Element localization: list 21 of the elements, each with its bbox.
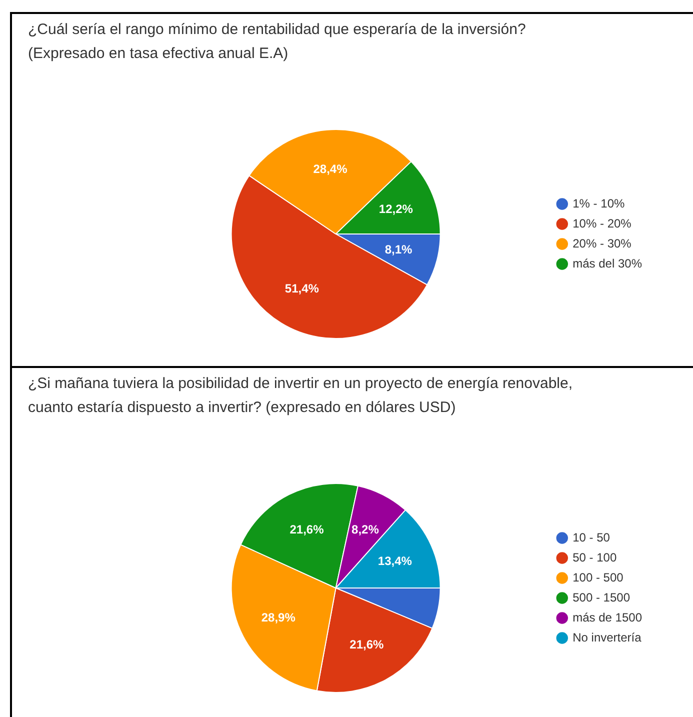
legend-label: No invertería xyxy=(572,630,642,644)
data-label: 12,2% xyxy=(378,202,414,216)
chart-title: ¿Si mañana tuviera la posibilidad de invertir en un proyecto de energía renovable, cuanto estaría dispuesto a invertir? (expresado en dólares USD) xyxy=(28,374,572,418)
data-label: 21,6% xyxy=(290,522,324,536)
data-label: 8,1% xyxy=(384,242,413,257)
legend-label: 500 - 1500 xyxy=(572,590,630,604)
data-label: 28,4% xyxy=(313,162,348,176)
legend-label: más de 1500 xyxy=(572,610,642,624)
legend-label: 20% - 30% xyxy=(572,236,632,250)
data-label: 28,9% xyxy=(261,610,296,624)
data-label: 13,4% xyxy=(378,554,412,568)
legend-label: 50 - 100 xyxy=(572,550,617,564)
data-label: 21,6% xyxy=(350,637,384,652)
legend-label: 1% - 10% xyxy=(572,196,625,210)
legend-label: 100 - 500 xyxy=(572,570,624,584)
legend-label: 10 - 50 xyxy=(572,530,610,544)
chart-title: ¿Cuál sería el rango mínimo de rentabilidad que esperaría de la inversión? (Expresado en tasa efectiva anual E.A) xyxy=(28,20,526,64)
legend-label: más del 30% xyxy=(572,256,642,270)
data-label: 51,4% xyxy=(284,282,320,296)
data-label: 8,2% xyxy=(352,522,380,537)
legend-label: 10% - 20% xyxy=(572,216,632,230)
